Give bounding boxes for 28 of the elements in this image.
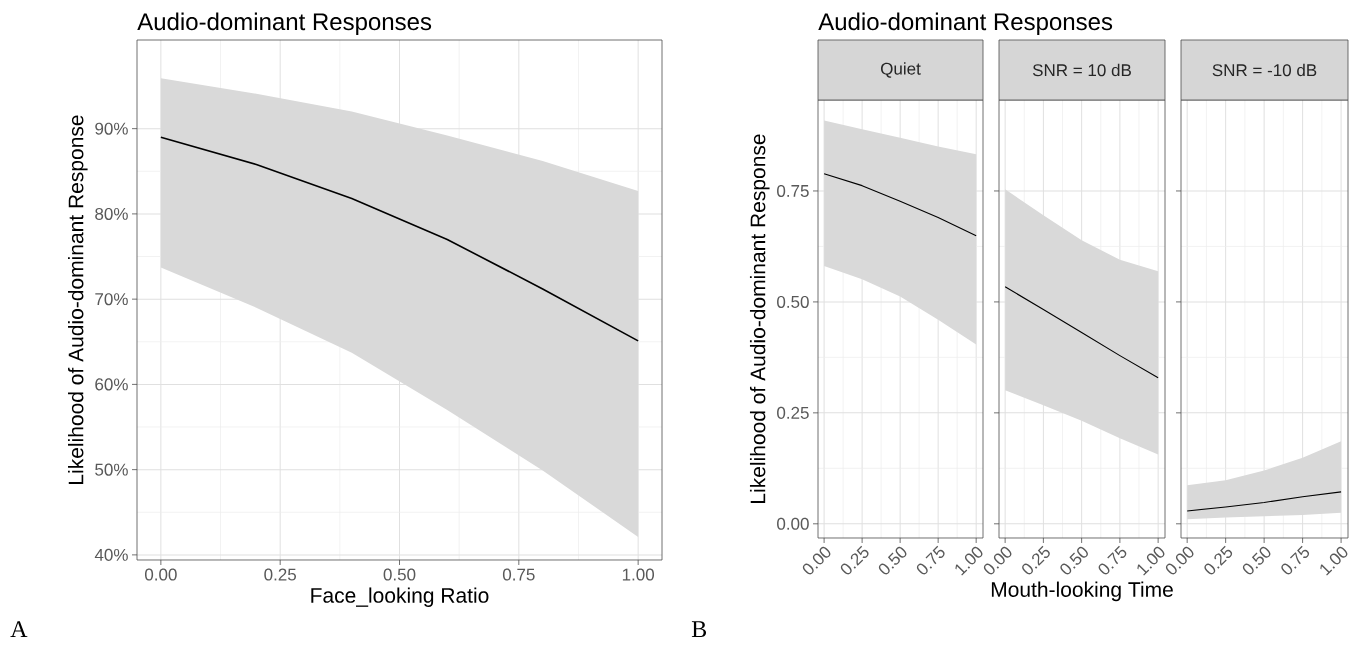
x-tick-label: 0.50 — [383, 568, 416, 581]
y-tick-label: 0.75 — [777, 184, 809, 197]
line-series — [823, 173, 977, 237]
y-tick-label: 60% — [95, 378, 128, 391]
y-tick-label: 80% — [95, 207, 128, 220]
y-tick-label: 0.00 — [777, 517, 809, 530]
x-axis-title: Mouth-looking Time — [991, 581, 1173, 602]
y-tick-label: 40% — [94, 548, 128, 561]
x-axis-title: Face_looking Ratio — [311, 587, 489, 608]
chart-title: Audio-dominant Responses — [137, 12, 432, 35]
y-tick-label: 0.50 — [777, 295, 809, 308]
x-tick-label: 0.75 — [502, 568, 535, 581]
x-tick-label: 0.25 — [264, 568, 297, 581]
y-tick-label: 70% — [95, 293, 128, 306]
x-tick-label: 1.00 — [622, 568, 655, 581]
y-tick-label: 0.25 — [777, 406, 809, 419]
y-axis-title: Likelihood of Audio-dominant Response — [749, 134, 770, 503]
x-tick-label: 0.00 — [144, 568, 177, 581]
chart-subtitle: Quiet — [880, 62, 921, 78]
chart-title: Audio-dominant Responses — [818, 12, 1113, 35]
text: B — [691, 621, 707, 638]
chart-subtitle: SNR = -10 dB — [1212, 63, 1317, 77]
y-axis-title: Likelihood of Audio-dominant Response — [68, 115, 88, 484]
line-series — [160, 136, 639, 342]
text: A — [10, 621, 28, 637]
y-tick-label: 90% — [95, 122, 128, 135]
y-tick-label: 50% — [95, 463, 128, 476]
chart-subtitle: SNR = 10 dB — [1032, 63, 1131, 77]
